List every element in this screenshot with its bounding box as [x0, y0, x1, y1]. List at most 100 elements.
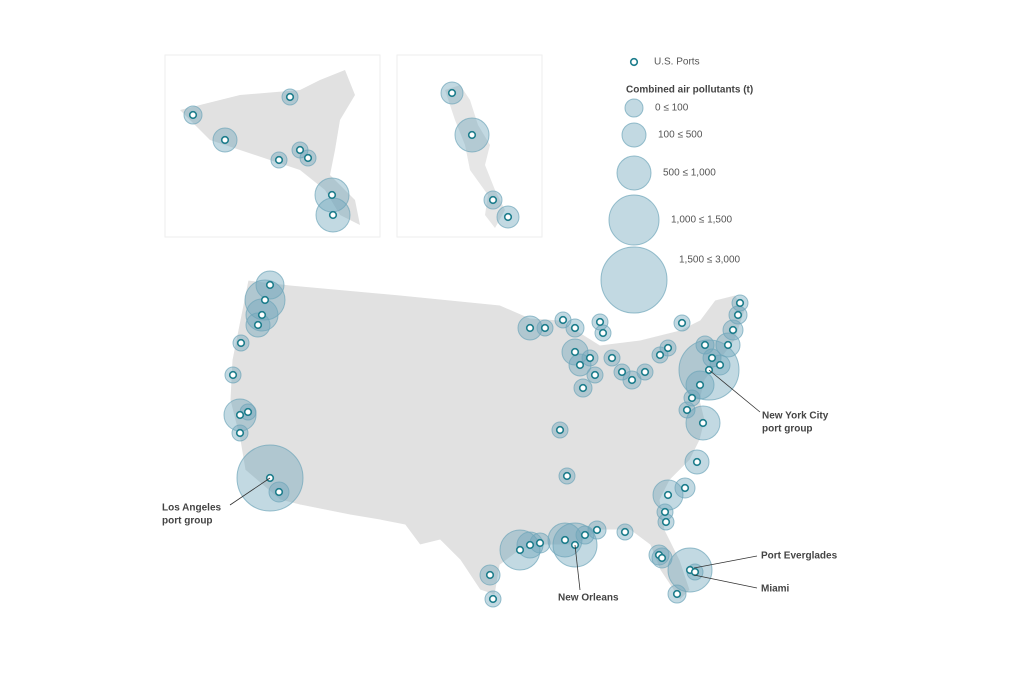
port-marker [715, 360, 725, 370]
port-marker [303, 153, 313, 163]
annotation: port group [762, 424, 813, 435]
annotation: Miami [761, 584, 790, 595]
port-marker [236, 338, 246, 348]
legend-bubble [600, 246, 668, 314]
port-marker [274, 155, 284, 165]
port-marker [580, 530, 590, 540]
port-marker [695, 380, 705, 390]
port-marker [570, 347, 580, 357]
port-marker [682, 405, 692, 415]
port-marker [260, 295, 270, 305]
port-marker [515, 545, 525, 555]
annotation: New Orleans [558, 593, 619, 604]
annotation: Los Angeles [162, 503, 222, 514]
legend: U.S. Ports Combined air pollutants (t) 0 ≤… [600, 57, 753, 314]
hawaii-inset [396, 54, 543, 238]
port-marker [467, 130, 477, 140]
port-marker [228, 370, 238, 380]
port-marker [735, 298, 745, 308]
port-marker [570, 323, 580, 333]
port-marker [733, 310, 743, 320]
port-marker [488, 195, 498, 205]
port-marker [525, 540, 535, 550]
annotation: New York City [762, 411, 829, 422]
port-marker [655, 350, 665, 360]
port-marker [274, 487, 284, 497]
port-marker [328, 210, 338, 220]
contiguous-us [229, 279, 746, 601]
port-marker [663, 490, 673, 500]
hawaii [445, 85, 505, 228]
port-marker [661, 517, 671, 527]
port-marker [598, 328, 608, 338]
port-marker [728, 325, 738, 335]
port-marker [663, 343, 673, 353]
legend-bubble [616, 155, 652, 191]
port-marker [620, 527, 630, 537]
port-marker [672, 589, 682, 599]
port-marker [617, 367, 627, 377]
port-marker [285, 92, 295, 102]
port-marker [535, 538, 545, 548]
legend-title: Combined air pollutants (t) [626, 85, 753, 96]
alaska-inset [164, 54, 381, 238]
legend-label: 0 ≤ 100 [655, 103, 689, 114]
legend-label: U.S. Ports [654, 57, 700, 68]
port-marker [243, 407, 253, 417]
port-marker [525, 323, 535, 333]
port-marker [723, 340, 733, 350]
legend-bubble [621, 122, 647, 148]
leader-line [708, 369, 761, 413]
port-marker [585, 353, 595, 363]
port-marker [447, 88, 457, 98]
annotation: Port Everglades [761, 551, 838, 562]
port-marker [327, 190, 337, 200]
port-marker [575, 360, 585, 370]
port-marker [485, 570, 495, 580]
port-marker [265, 280, 275, 290]
port-marker [555, 425, 565, 435]
annotation: port group [162, 516, 213, 527]
port-marker [700, 340, 710, 350]
legend-bubble [624, 98, 644, 118]
port-marker [540, 323, 550, 333]
port-marker [640, 367, 650, 377]
port-marker [607, 353, 617, 363]
port-marker [188, 110, 198, 120]
port-marker [295, 145, 305, 155]
port-marker [660, 507, 670, 517]
alaska [180, 70, 360, 225]
port-marker [595, 317, 605, 327]
port-marker [627, 375, 637, 385]
port-marker [687, 393, 697, 403]
port-marker [257, 310, 267, 320]
port-marker [220, 135, 230, 145]
port-marker [503, 212, 513, 222]
leader-line [574, 544, 581, 591]
port-marker [629, 57, 639, 67]
leader-line [693, 555, 758, 569]
port-marker [562, 471, 572, 481]
port-marker [707, 353, 717, 363]
port-marker [592, 525, 602, 535]
port-marker [677, 318, 687, 328]
port-marker [657, 553, 667, 563]
legend-bubble [608, 194, 660, 246]
port-marker [558, 315, 568, 325]
port-marker [692, 457, 702, 467]
port-marker [690, 567, 700, 577]
port-marker [235, 428, 245, 438]
port-marker [488, 594, 498, 604]
port-marker [235, 410, 245, 420]
legend-label: 100 ≤ 500 [658, 130, 703, 141]
port-marker [590, 370, 600, 380]
port-marker [253, 320, 263, 330]
legend-label: 1,500 ≤ 3,000 [679, 255, 741, 266]
legend-label: 1,000 ≤ 1,500 [671, 215, 733, 226]
leader-line [693, 574, 758, 589]
port-marker [560, 535, 570, 545]
legend-label: 500 ≤ 1,000 [663, 168, 716, 179]
port-marker [698, 418, 708, 428]
leader-line [229, 477, 271, 506]
